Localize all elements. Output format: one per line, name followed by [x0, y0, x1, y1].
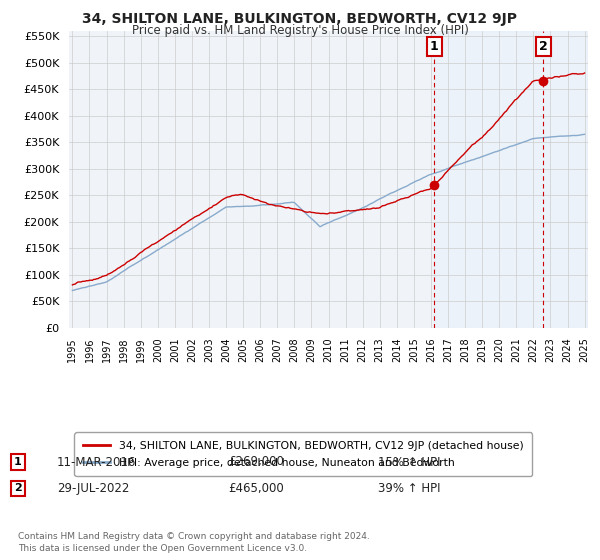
Text: 2: 2 — [539, 40, 547, 53]
Text: Contains HM Land Registry data © Crown copyright and database right 2024.
This d: Contains HM Land Registry data © Crown c… — [18, 532, 370, 553]
Text: 1: 1 — [14, 457, 22, 467]
Text: 15% ↑ HPI: 15% ↑ HPI — [378, 455, 440, 469]
Text: £269,000: £269,000 — [228, 455, 284, 469]
Bar — [434, 31, 588, 328]
Text: 11-MAR-2016: 11-MAR-2016 — [57, 455, 136, 469]
Text: £465,000: £465,000 — [228, 482, 284, 495]
Text: 34, SHILTON LANE, BULKINGTON, BEDWORTH, CV12 9JP: 34, SHILTON LANE, BULKINGTON, BEDWORTH, … — [83, 12, 517, 26]
Text: Price paid vs. HM Land Registry's House Price Index (HPI): Price paid vs. HM Land Registry's House … — [131, 24, 469, 37]
Text: 39% ↑ HPI: 39% ↑ HPI — [378, 482, 440, 495]
Legend: 34, SHILTON LANE, BULKINGTON, BEDWORTH, CV12 9JP (detached house), HPI: Average : 34, SHILTON LANE, BULKINGTON, BEDWORTH, … — [74, 432, 532, 476]
Text: 29-JUL-2022: 29-JUL-2022 — [57, 482, 130, 495]
Text: 1: 1 — [430, 40, 439, 53]
Text: 2: 2 — [14, 483, 22, 493]
